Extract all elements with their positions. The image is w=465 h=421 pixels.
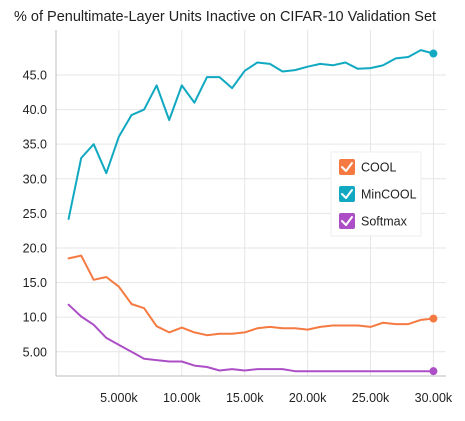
series-line-mincool [67,49,435,220]
series-lines [67,49,438,376]
y-tick-label: 20.0 [23,241,47,255]
legend-check-icon [341,216,353,226]
x-tick-label: 20.00k [289,391,327,405]
series-end-marker-mincool [429,49,438,58]
series-line-softmax [67,303,435,373]
series-line-cool [67,254,435,337]
legend-item-softmax: Softmax [339,213,408,229]
y-tick-label: 15.0 [23,276,47,290]
x-tick-label: 30.00k [415,391,453,405]
y-tick-label: 25.0 [23,207,47,221]
y-tick-label: 45.0 [23,68,47,82]
series-end-marker-softmax [429,367,438,376]
legend-check-icon [341,189,353,199]
legend-item-cool: COOL [339,159,396,175]
axis-tick-labels: 5.00 10.0 15.0 20.0 25.0 30.0 35.0 40.0 45.0 5.00… [23,68,453,405]
y-tick-label: 40.0 [23,103,47,117]
legend-item-mincool: MinCOOL [339,186,417,202]
y-tick-label: 30.0 [23,172,47,186]
legend-label-cool: COOL [361,161,396,175]
x-tick-label: 5.000k [100,391,138,405]
legend-label-softmax: Softmax [361,215,408,229]
legend-check-icon [341,162,353,172]
x-tick-label: 10.00k [163,391,201,405]
y-tick-label: 5.00 [23,345,47,359]
chart-title: % of Penultimate-Layer Units Inactive on… [14,9,437,25]
series-end-marker-cool [429,314,438,323]
y-tick-label: 10.0 [23,311,47,325]
legend: COOL MinCOOL Softmax [330,151,422,237]
x-tick-label: 15.00k [226,391,264,405]
y-tick-label: 35.0 [23,138,47,152]
x-tick-label: 25.00k [352,391,390,405]
legend-label-mincool: MinCOOL [361,188,417,202]
